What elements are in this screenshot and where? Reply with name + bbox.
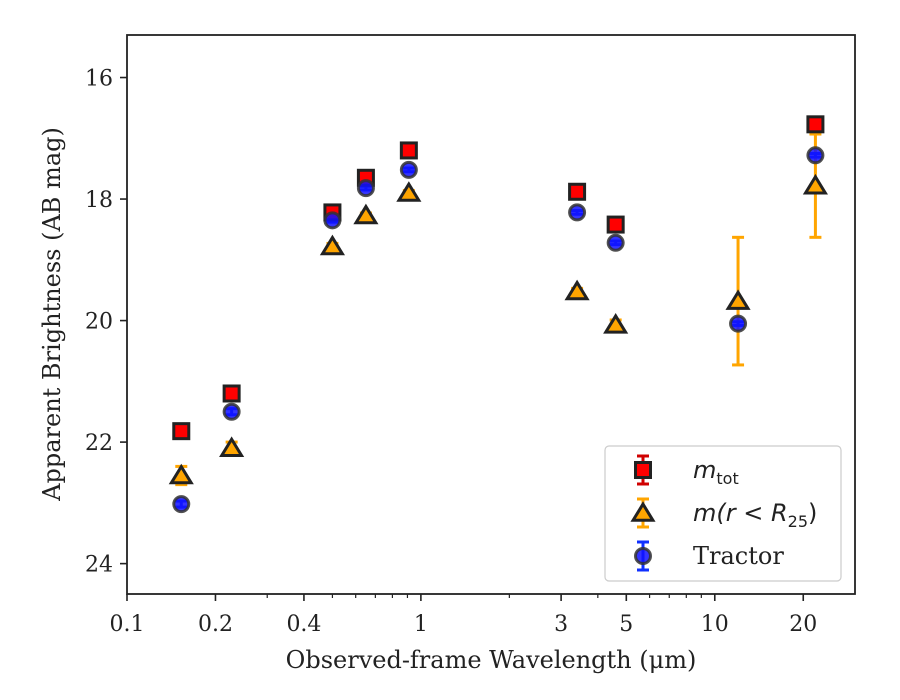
legend-label-main: m: [693, 456, 716, 484]
data-point-circle: [172, 495, 191, 514]
legend-label-sub: tot: [716, 469, 738, 488]
data-markers: [168, 115, 828, 514]
data-point-square: [399, 141, 418, 160]
x-tick-label: 10: [701, 612, 729, 637]
legend-label-tail: ): [808, 499, 817, 527]
x-axis-label: Observed-frame Wavelength (μm): [286, 646, 697, 674]
x-tick-label: 3: [554, 612, 568, 637]
data-point-square: [806, 115, 825, 134]
x-tick-label: 5: [619, 612, 633, 637]
data-point-square: [568, 182, 587, 201]
data-point-circle: [729, 314, 748, 333]
data-point-triangle: [725, 289, 751, 310]
x-tick-label: 0.1: [110, 612, 145, 637]
plot-frame: [126, 34, 856, 595]
data-point-triangle: [564, 279, 590, 301]
x-tick-label: 1: [414, 612, 428, 637]
x-tick-label: 0.2: [198, 612, 233, 637]
data-point-circle: [399, 160, 418, 179]
data-point-triangle: [168, 463, 194, 485]
legend: mtot m(r < R25) Tractor: [604, 445, 842, 582]
legend-label-sub: 25: [788, 512, 808, 531]
y-tick-label: 22: [85, 431, 113, 456]
legend-label: mtot: [693, 456, 739, 488]
legend-marker-square: [634, 461, 652, 479]
legend-label: m(r < R25): [693, 499, 817, 531]
y-tick-label: 24: [85, 553, 113, 578]
data-point-square: [172, 422, 191, 441]
data-point-circle: [806, 146, 825, 165]
data-point-triangle: [603, 313, 629, 334]
data-point-circle: [568, 203, 587, 222]
data-point-circle: [356, 179, 375, 198]
x-tick-label: 20: [789, 612, 817, 637]
x-tick-label: 0.4: [286, 612, 321, 637]
data-point-triangle: [319, 234, 345, 256]
axis-ticks: 0.1 0.2 0.4 1 3 5 10 20 16 18 20 22 24: [85, 67, 817, 637]
y-axis-label: Apparent Brightness (AB mag): [38, 127, 66, 502]
legend-label-main: m(r < R: [693, 499, 788, 527]
legend-marker-triangle: [630, 501, 656, 522]
data-point-triangle: [396, 181, 422, 202]
y-tick-label: 16: [85, 67, 113, 92]
y-tick-label: 18: [85, 188, 113, 213]
data-point-circle: [222, 402, 241, 421]
legend-marker-circle: [634, 547, 652, 565]
data-point-square: [222, 384, 241, 403]
data-point-triangle: [353, 203, 379, 225]
legend-box: [604, 445, 842, 582]
y-tick-label: 20: [85, 310, 113, 335]
data-point-circle: [323, 211, 342, 230]
legend-label: Tractor: [693, 542, 784, 570]
data-point-triangle: [802, 173, 828, 195]
data-point-triangle: [219, 436, 245, 457]
data-point-circle: [606, 233, 625, 252]
data-point-square: [606, 215, 625, 234]
